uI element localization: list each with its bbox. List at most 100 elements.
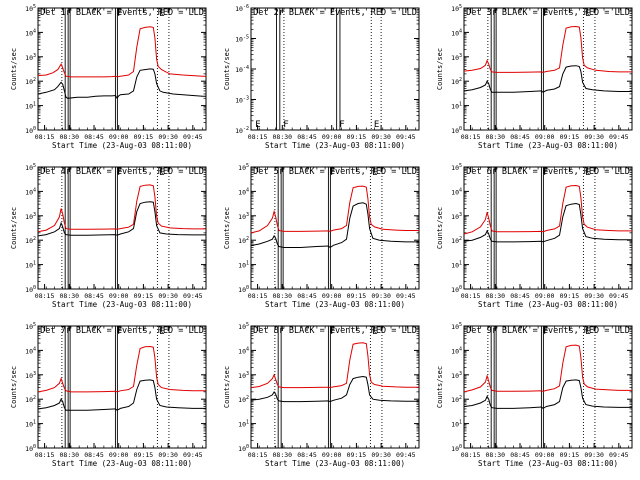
x-tick-label: 09:30 bbox=[584, 451, 604, 459]
x-tick-label: 08:45 bbox=[297, 133, 317, 141]
marker-label: E bbox=[585, 9, 590, 19]
y-tick-label: 101 bbox=[238, 261, 249, 270]
y-tick-label: 105 bbox=[451, 4, 462, 13]
x-tick-label: 08:15 bbox=[461, 292, 481, 300]
x-tick-label: 09:45 bbox=[183, 133, 203, 141]
x-tick-label: 09:45 bbox=[609, 133, 629, 141]
y-tick-label: 105 bbox=[238, 322, 249, 331]
x-tick-label: 09:30 bbox=[371, 292, 391, 300]
marker-label: E bbox=[159, 9, 164, 19]
x-tick-label: 08:30 bbox=[60, 451, 80, 459]
lld-series-line bbox=[250, 342, 419, 389]
x-axis-label: Start Time (23-Aug-03 08:11:00) bbox=[265, 300, 405, 309]
marker-label: E bbox=[372, 327, 377, 337]
y-tick-label: 101 bbox=[451, 420, 462, 429]
detector-panel-7: Det 7r BLACK = Events, RED = LLD 100 101 10… bbox=[10, 322, 207, 468]
x-tick-label: 09:15 bbox=[560, 133, 580, 141]
y-tick-label: 104 bbox=[451, 187, 462, 196]
y-tick-label: 100 bbox=[238, 444, 249, 453]
y-tick-label: 100 bbox=[451, 126, 462, 135]
panel-title: Det 2r BLACK = Events, RED = LLD bbox=[253, 8, 417, 18]
x-tick-label: 09:30 bbox=[584, 292, 604, 300]
detector-panel-9: Det 9r BLACK = Events, RED = LLD 100 101 10… bbox=[436, 322, 633, 468]
y-tick-label: 104 bbox=[451, 346, 462, 355]
y-tick-label: 103 bbox=[451, 212, 462, 221]
x-tick-label: 09:45 bbox=[396, 292, 416, 300]
x-tick-label: 09:15 bbox=[347, 292, 367, 300]
x-axis-label: Start Time (23-Aug-03 08:11:00) bbox=[265, 459, 405, 468]
y-tick-label: 102 bbox=[451, 77, 462, 86]
y-axis-label: Counts/sec bbox=[223, 366, 231, 408]
x-axis-label: Start Time (23-Aug-03 08:11:00) bbox=[478, 141, 618, 150]
y-tick-label: 103 bbox=[25, 212, 36, 221]
x-tick-label: 09:15 bbox=[560, 292, 580, 300]
y-tick-label: 10-6 bbox=[235, 4, 249, 13]
x-tick-label: 08:45 bbox=[510, 292, 530, 300]
x-axis-label: Start Time (23-Aug-03 08:11:00) bbox=[52, 300, 192, 309]
y-tick-label: 102 bbox=[25, 395, 36, 404]
x-tick-label: 08:30 bbox=[486, 133, 506, 141]
x-tick-label: 09:45 bbox=[396, 133, 416, 141]
x-tick-label: 09:00 bbox=[322, 451, 342, 459]
x-tick-label: 09:15 bbox=[134, 133, 154, 141]
y-tick-label: 103 bbox=[238, 371, 249, 380]
y-tick-label: 103 bbox=[25, 53, 36, 62]
x-tick-label: 09:30 bbox=[158, 451, 178, 459]
y-axis-label: Counts/sec bbox=[223, 207, 231, 249]
x-tick-label: 09:00 bbox=[535, 451, 555, 459]
x-tick-label: 09:30 bbox=[371, 133, 391, 141]
x-tick-label: 09:30 bbox=[371, 451, 391, 459]
y-tick-label: 104 bbox=[451, 28, 462, 37]
x-tick-label: 09:30 bbox=[584, 133, 604, 141]
panel-title: Det 6r BLACK = Events, RED = LLD bbox=[466, 167, 630, 177]
x-tick-label: 09:00 bbox=[322, 133, 342, 141]
x-tick-label: 08:30 bbox=[60, 133, 80, 141]
events-series-line bbox=[250, 375, 419, 403]
x-tick-label: 08:45 bbox=[297, 451, 317, 459]
x-tick-label: 08:30 bbox=[273, 133, 293, 141]
y-tick-label: 101 bbox=[238, 420, 249, 429]
y-tick-label: 10-4 bbox=[235, 65, 249, 74]
y-tick-label: 101 bbox=[25, 420, 36, 429]
y-axis-label: Counts/sec bbox=[223, 48, 231, 90]
x-tick-label: 09:15 bbox=[560, 451, 580, 459]
lld-series-line bbox=[37, 26, 206, 78]
y-tick-label: 10-5 bbox=[235, 35, 249, 44]
marker-label: E bbox=[255, 120, 260, 130]
y-tick-label: 104 bbox=[25, 346, 36, 355]
y-tick-label: 103 bbox=[25, 371, 36, 380]
y-tick-label: 100 bbox=[25, 444, 36, 453]
x-tick-label: 09:00 bbox=[535, 133, 555, 141]
y-tick-label: 101 bbox=[451, 261, 462, 270]
y-tick-label: 100 bbox=[451, 285, 462, 294]
marker-label: F bbox=[330, 168, 335, 178]
panel-title: Det 5r BLACK = Events, RED = LLD bbox=[253, 167, 417, 177]
lld-series-line bbox=[37, 345, 206, 393]
y-tick-label: 102 bbox=[25, 77, 36, 86]
x-tick-label: 08:30 bbox=[273, 292, 293, 300]
marker-label: E bbox=[372, 168, 377, 178]
events-series-line bbox=[463, 379, 632, 410]
x-tick-label: 09:45 bbox=[396, 451, 416, 459]
plot-frame bbox=[37, 7, 207, 131]
detector-panel-8: Det 8r BLACK = Events, RED = LLD 100 101 10… bbox=[223, 322, 420, 468]
detector-panel-4: Det 4r BLACK = Events, RED = LLD 100 101 10… bbox=[10, 163, 207, 309]
marker-label: E bbox=[585, 168, 590, 178]
marker-label: E bbox=[159, 327, 164, 337]
plot-frame bbox=[463, 7, 633, 131]
panel-title: Det 3r BLACK = Events, RED = LLD bbox=[466, 8, 630, 18]
marker-label: F bbox=[543, 168, 548, 178]
marker-label: F bbox=[339, 120, 344, 130]
x-tick-label: 09:45 bbox=[609, 451, 629, 459]
x-tick-label: 08:45 bbox=[84, 133, 104, 141]
marker-label: F bbox=[117, 327, 122, 337]
marker-label: E bbox=[374, 120, 379, 130]
y-tick-label: 105 bbox=[238, 163, 249, 172]
x-tick-label: 08:45 bbox=[84, 451, 104, 459]
y-axis-label: Counts/sec bbox=[436, 366, 444, 408]
events-series-line bbox=[463, 202, 632, 243]
y-tick-label: 101 bbox=[25, 102, 36, 111]
x-tick-label: 08:15 bbox=[35, 133, 55, 141]
y-tick-label: 101 bbox=[451, 102, 462, 111]
